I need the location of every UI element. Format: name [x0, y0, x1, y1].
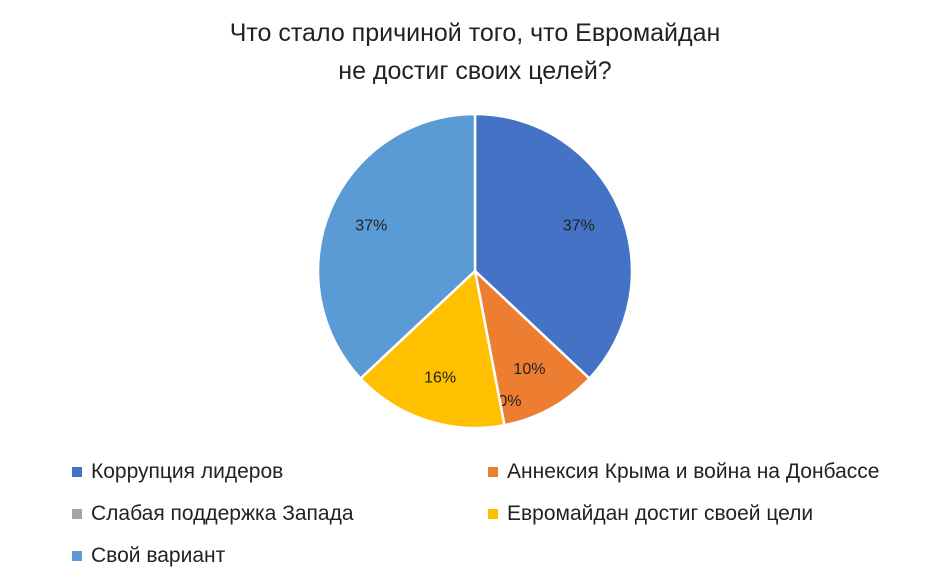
legend-swatch-own-variant — [72, 551, 82, 561]
legend-item-crimea: Аннексия Крыма и война на Донбассе — [488, 460, 879, 484]
data-label-corruption: 37% — [563, 217, 595, 234]
legend-swatch-corruption — [72, 467, 82, 477]
legend-swatch-goal-reached — [488, 509, 498, 519]
pie-slice-corruption — [473, 112, 634, 380]
legend-label-crimea: Аннексия Крыма и война на Донбассе — [507, 460, 880, 483]
legend-item-west-support: Слабая поддержка Запада — [72, 502, 354, 526]
legend-label-own-variant: Свой вариант — [91, 544, 226, 567]
legend-item-corruption: Коррупция лидеров — [72, 460, 283, 484]
pie-slice-own-variant — [316, 112, 477, 380]
legend-label-corruption: Коррупция лидеров — [91, 460, 284, 483]
data-label-west-support: 0% — [498, 393, 521, 410]
legend-item-own-variant: Свой вариант — [72, 544, 225, 568]
pie-slice-goal-reached — [359, 269, 506, 430]
data-label-own-variant: 37% — [355, 217, 387, 234]
legend-label-goal-reached: Евромайдан достиг своей цели — [507, 502, 814, 525]
legend-item-goal-reached: Евромайдан достиг своей цели — [488, 502, 813, 526]
legend-label-west-support: Слабая поддержка Запада — [91, 502, 354, 525]
pie-slice-crimea — [473, 269, 591, 427]
data-label-crimea: 10% — [513, 361, 545, 378]
chart-title-line-1: Что стало причиной того, что Евромайдан — [229, 19, 721, 47]
chart-title: Что стало причиной того, что Евромайдан … — [0, 14, 950, 90]
data-label-goal-reached: 16% — [424, 370, 456, 387]
legend-swatch-west-support — [72, 509, 82, 519]
legend-swatch-crimea — [488, 467, 498, 477]
chart-title-line-2: не достиг своих целей? — [338, 57, 612, 85]
